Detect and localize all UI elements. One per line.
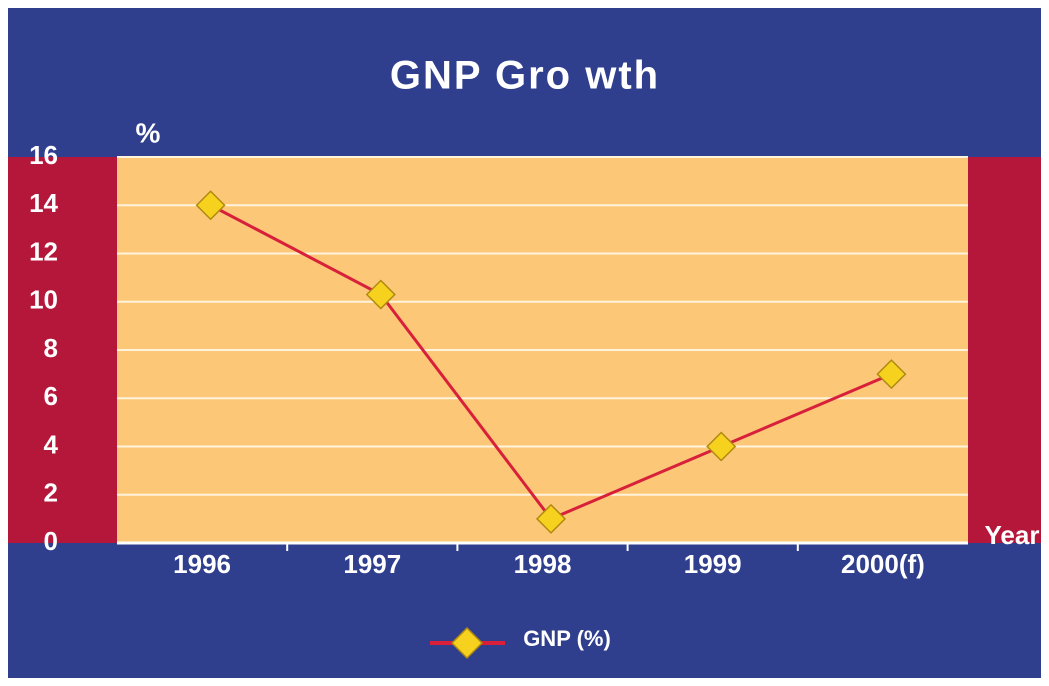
y-tick-label: 14: [29, 188, 58, 218]
x-axis-label: Year: [985, 520, 1040, 550]
y-tick-label: 4: [44, 429, 59, 459]
marker: [450, 626, 484, 660]
y-tick-label: 0: [44, 526, 58, 556]
y-tick-label: 12: [29, 236, 58, 266]
y-tick-label: 8: [44, 333, 58, 363]
x-tick-label: 1999: [684, 549, 742, 579]
chart-title: GNP Gro wth: [390, 54, 660, 98]
marker: [195, 190, 226, 221]
marker: [535, 503, 567, 534]
y-tick-label: 6: [44, 381, 58, 411]
legend-label: GNP (%): [523, 626, 611, 651]
marker: [876, 359, 907, 390]
marker: [706, 431, 737, 462]
x-tick-label: 1996: [173, 549, 231, 579]
x-tick-label: 1998: [514, 549, 572, 579]
y-tick-label: 2: [44, 478, 58, 508]
x-tick-label: 2000(f): [841, 549, 925, 579]
y-axis-label: %: [136, 117, 161, 148]
marker: [365, 279, 396, 310]
y-tick-label: 16: [29, 140, 58, 170]
y-tick-label: 10: [29, 285, 58, 315]
x-tick-label: 1997: [343, 549, 401, 579]
